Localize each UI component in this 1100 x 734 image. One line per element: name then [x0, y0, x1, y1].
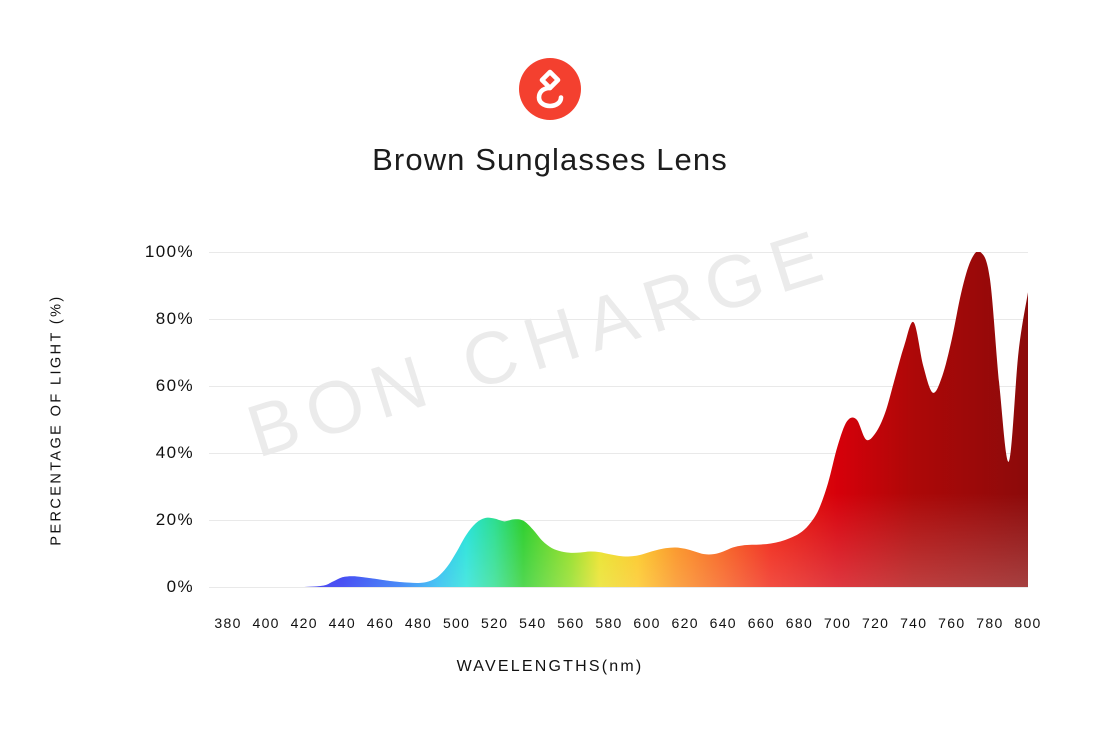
- x-axis-tick-label: 700: [823, 615, 852, 631]
- x-axis-tick-label: 660: [747, 615, 775, 631]
- x-axis-ticks: 380 400 420 440 460 480 500 520 540 560 580 600 620 6…: [209, 615, 1040, 635]
- x-axis-tick-label: 500: [442, 615, 471, 631]
- y-axis-tick-label: 100%: [144, 242, 194, 261]
- x-axis-tick-label: 480: [404, 615, 433, 631]
- gridline: [209, 252, 1028, 253]
- spectrum-area-chart: [209, 252, 1028, 587]
- x-axis-tick-label: 760: [938, 615, 966, 631]
- plot-area: [209, 252, 1028, 588]
- x-axis-tick-label: 720: [861, 615, 890, 631]
- gridline: [209, 520, 1028, 521]
- y-axis-tick-label: 20%: [155, 510, 194, 529]
- x-axis-tick-label: 420: [290, 615, 318, 631]
- y-axis-tick-label: 60%: [155, 376, 194, 395]
- x-axis-title: WAVELENGTHS(nm): [456, 658, 644, 675]
- y-axis-title: PERCENTAGE OF LIGHT (%): [46, 252, 68, 587]
- x-axis-tick-label: 580: [595, 615, 623, 631]
- y-axis-tick-label: 40%: [155, 443, 194, 462]
- y-axis-tick-label: 0%: [166, 577, 194, 596]
- gridline: [209, 587, 1028, 588]
- x-axis-tick-label: 460: [366, 615, 395, 631]
- gridline: [209, 319, 1028, 320]
- y-axis-tick-label: 80%: [155, 309, 194, 328]
- x-axis-tick-label: 380: [214, 615, 242, 631]
- x-axis-tick-label: 400: [252, 615, 280, 631]
- x-axis-tick-label: 740: [900, 615, 928, 631]
- gridline: [209, 386, 1028, 387]
- y-axis-title-label: PERCENTAGE OF LIGHT (%): [49, 293, 65, 546]
- x-axis-tick-label: 440: [328, 615, 356, 631]
- x-axis-tick-label: 620: [671, 615, 699, 631]
- x-axis-tick-label: 640: [709, 615, 737, 631]
- x-axis-tick-label: 780: [976, 615, 1004, 631]
- page-title: Brown Sunglasses Lens: [372, 142, 728, 177]
- logo-circle: [519, 58, 581, 120]
- x-axis-tick-label: 560: [557, 615, 585, 631]
- x-axis-tick-label: 680: [785, 615, 814, 631]
- brand-logo: [0, 58, 1100, 120]
- x-axis-tick-label: 540: [519, 615, 547, 631]
- x-axis-tick-label: 600: [633, 615, 661, 631]
- gridline: [209, 453, 1028, 454]
- x-axis-tick-label: 520: [481, 615, 509, 631]
- x-axis-tick-label: 800: [1014, 615, 1042, 631]
- bon-charge-infinity-logo-icon: [536, 69, 564, 109]
- area-series-shading: [209, 252, 1028, 587]
